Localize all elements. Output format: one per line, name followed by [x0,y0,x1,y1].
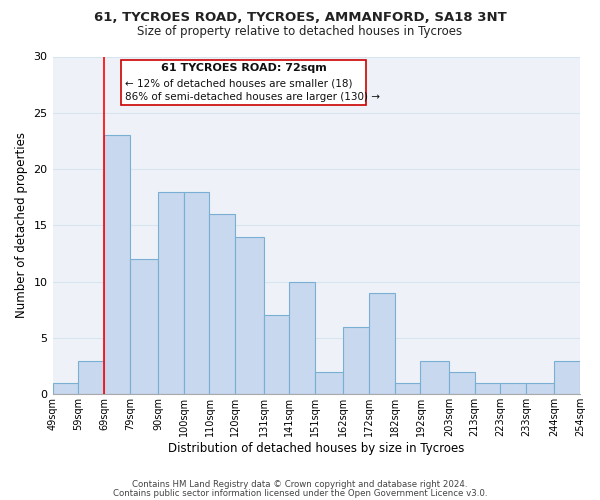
Bar [343,326,369,394]
Bar [500,383,526,394]
Bar [130,259,158,394]
Bar [369,293,395,394]
Bar [289,282,315,395]
Bar [315,372,343,394]
Text: 61 TYCROES ROAD: 72sqm: 61 TYCROES ROAD: 72sqm [161,64,326,74]
Bar [158,192,184,394]
Bar [421,360,449,394]
Bar [184,192,209,394]
Bar [53,383,78,394]
Text: ← 12% of detached houses are smaller (18): ← 12% of detached houses are smaller (18… [125,78,353,88]
Bar [235,236,263,394]
Bar [475,383,500,394]
Bar [554,360,580,394]
Text: Contains public sector information licensed under the Open Government Licence v3: Contains public sector information licen… [113,488,487,498]
Bar [526,383,554,394]
Bar [395,383,421,394]
Bar [78,360,104,394]
Y-axis label: Number of detached properties: Number of detached properties [15,132,28,318]
Bar [449,372,475,394]
FancyBboxPatch shape [121,60,367,106]
Bar [104,136,130,394]
Bar [263,316,289,394]
Text: Size of property relative to detached houses in Tycroes: Size of property relative to detached ho… [137,25,463,38]
Bar [209,214,235,394]
Text: Contains HM Land Registry data © Crown copyright and database right 2024.: Contains HM Land Registry data © Crown c… [132,480,468,489]
Text: 86% of semi-detached houses are larger (130) →: 86% of semi-detached houses are larger (… [125,92,380,102]
X-axis label: Distribution of detached houses by size in Tycroes: Distribution of detached houses by size … [168,442,464,455]
Text: 61, TYCROES ROAD, TYCROES, AMMANFORD, SA18 3NT: 61, TYCROES ROAD, TYCROES, AMMANFORD, SA… [94,11,506,24]
